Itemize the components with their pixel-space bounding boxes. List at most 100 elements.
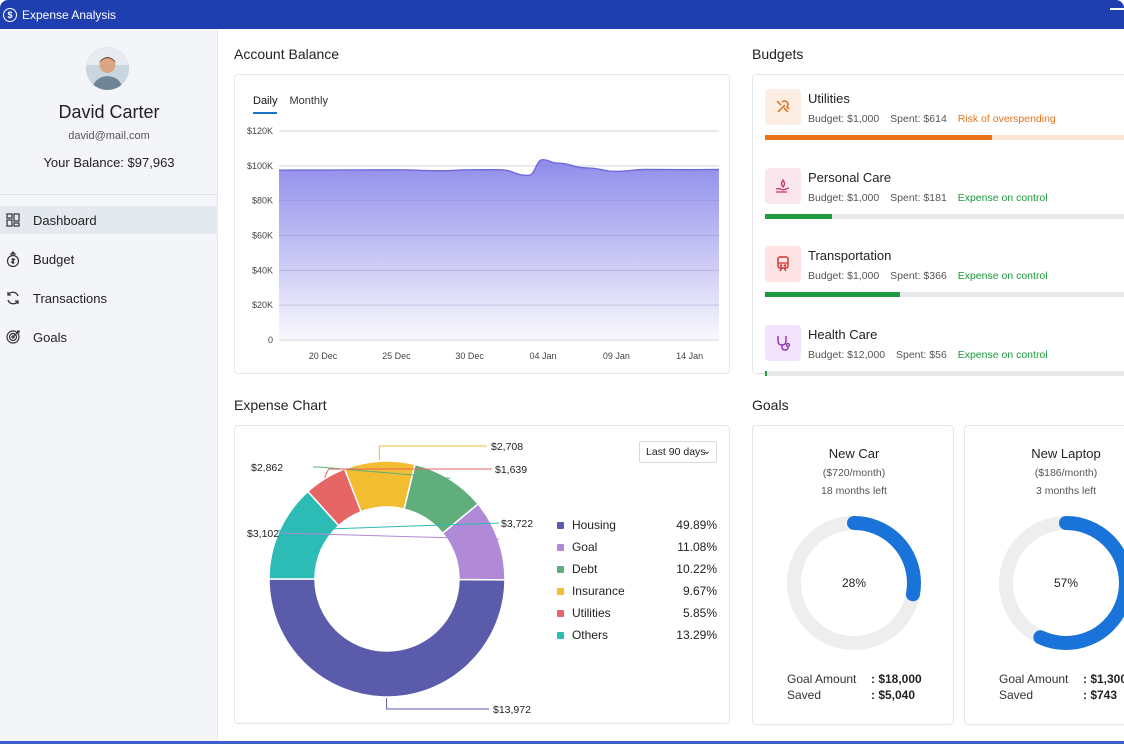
balance-tabs: Daily Monthly xyxy=(253,95,340,114)
sidebar-divider xyxy=(0,194,218,195)
slice-amount-label: $3,722 xyxy=(501,518,533,530)
goal-progress-ring xyxy=(787,516,921,650)
goal-rate: ($186/month) xyxy=(1034,467,1098,479)
minimize-button[interactable] xyxy=(1110,8,1124,10)
slice-amount-label: $3,102 xyxy=(247,528,279,540)
budget-item[interactable]: Transportation Budget: $1,000 Spent: $36… xyxy=(765,246,1124,316)
goal-percent: 57% xyxy=(1053,576,1079,590)
budget-amount: Budget: $1,000 xyxy=(808,113,880,125)
refresh-icon xyxy=(5,290,21,306)
goal-saved: : $743 xyxy=(1083,688,1118,702)
expense-legend: Housing 49.89% Goal 11.08% Debt 10.22% I… xyxy=(557,514,717,646)
account-balance-card: Daily Monthly 0 $20K $40K $60K $80K $100K $120… xyxy=(234,74,730,374)
legend-item[interactable]: Others 13.29% xyxy=(557,624,717,646)
tools-icon xyxy=(765,89,801,125)
budget-item[interactable]: Utilities Budget: $1,000 Spent: $614 Ris… xyxy=(765,89,1124,159)
sidebar-item-budget[interactable]: Budget xyxy=(0,245,217,273)
budget-name: Personal Care xyxy=(808,169,892,185)
budgets-card: Utilities Budget: $1,000 Spent: $614 Ris… xyxy=(752,74,1124,376)
legend-percent: 10.22% xyxy=(676,562,717,576)
leader-line xyxy=(378,445,487,461)
expense-chart-title: Expense Chart xyxy=(234,397,327,413)
title-bar: $ Expense Analysis xyxy=(0,0,1124,29)
x-tick-label: 30 Dec xyxy=(455,351,484,361)
range-dropdown[interactable]: Last 90 days ⌄ xyxy=(639,441,717,463)
user-email: david@mail.com xyxy=(68,130,150,142)
legend-item[interactable]: Utilities 5.85% xyxy=(557,602,717,624)
y-tick-label: $120K xyxy=(247,126,273,136)
sidebar-item-label: Dashboard xyxy=(33,212,97,228)
legend-item[interactable]: Goal 11.08% xyxy=(557,536,717,558)
goal-months-left: 18 months left xyxy=(821,485,887,497)
donut-slice[interactable] xyxy=(268,490,340,580)
legend-swatch xyxy=(557,631,564,639)
dashboard-icon xyxy=(5,212,21,228)
legend-swatch xyxy=(557,543,564,551)
legend-label: Housing xyxy=(571,518,616,532)
ring-progress xyxy=(787,516,921,650)
goal-card[interactable]: New Car ($720/month) 18 months left 28% … xyxy=(752,425,954,725)
legend-item[interactable]: Debt 10.22% xyxy=(557,558,717,580)
goal-amount-label: Goal Amount xyxy=(787,672,857,686)
sidebar-item-dashboard[interactable]: Dashboard xyxy=(0,206,217,234)
legend-item[interactable]: Insurance 9.67% xyxy=(557,580,717,602)
goal-amount: : $1,300 xyxy=(1083,672,1124,686)
tab-daily[interactable]: Daily xyxy=(253,95,278,114)
goal-amount: : $18,000 xyxy=(871,672,922,686)
leader-line xyxy=(278,522,500,532)
window-bottom-border xyxy=(0,741,1124,744)
tab-monthly[interactable]: Monthly xyxy=(289,95,328,107)
train-icon xyxy=(765,246,801,282)
goal-progress-ring xyxy=(999,516,1124,650)
goal-saved-label: Saved xyxy=(999,688,1034,702)
x-tick-label: 04 Jan xyxy=(529,351,556,361)
legend-label: Debt xyxy=(571,562,598,576)
budget-status: Expense on control xyxy=(957,270,1048,282)
legend-swatch xyxy=(557,587,564,595)
donut-slice[interactable] xyxy=(268,578,506,698)
budget-meta: Budget: $1,000 Spent: $614 Risk of overs… xyxy=(808,113,1064,125)
budget-name: Utilities xyxy=(808,91,850,106)
legend-label: Goal xyxy=(571,540,598,554)
legend-percent: 49.89% xyxy=(676,518,717,532)
y-tick-label: $40K xyxy=(252,265,273,275)
goal-name: New Laptop xyxy=(1031,446,1101,461)
legend-swatch xyxy=(557,565,564,573)
sidebar-item-goals[interactable]: Goals xyxy=(0,323,217,351)
legend-label: Insurance xyxy=(571,584,625,598)
chevron-down-icon: ⌄ xyxy=(702,446,711,457)
budget-spent: Spent: $366 xyxy=(890,270,947,282)
budget-spent: Spent: $614 xyxy=(890,113,947,125)
goal-saved: : $5,040 xyxy=(871,688,916,702)
app-title: Expense Analysis xyxy=(22,7,117,22)
balance-summary: Your Balance: $97,963 xyxy=(43,155,175,170)
dollar-icon: $ xyxy=(3,7,17,22)
goal-saved-label: Saved xyxy=(787,688,822,702)
budget-progress-bar xyxy=(765,135,1124,140)
range-dropdown-value: Last 90 days xyxy=(646,446,706,458)
slice-amount-label: $13,972 xyxy=(493,704,531,716)
budget-name: Transportation xyxy=(808,248,892,263)
goal-amount-label: Goal Amount xyxy=(999,672,1069,686)
legend-percent: 9.67% xyxy=(682,584,717,598)
budget-progress-bar xyxy=(765,292,1124,297)
sidebar-item-transactions[interactable]: Transactions xyxy=(0,284,217,312)
leader-line xyxy=(386,697,489,710)
slice-amount-label: $2,708 xyxy=(491,441,523,453)
budget-item[interactable]: Health Care Budget: $12,000 Spent: $56 E… xyxy=(765,324,1124,395)
legend-label: Others xyxy=(571,628,608,642)
x-tick-label: 14 Jan xyxy=(676,351,703,361)
budget-progress-bar xyxy=(765,213,1124,219)
budget-progress-fill xyxy=(765,292,901,297)
goal-months-left: 3 months left xyxy=(1035,485,1097,497)
expense-donut-chart: $13,972 $3,102 $2,862 $2,708 $1,639 $3,722 xyxy=(247,441,533,716)
goal-card[interactable]: New Laptop ($186/month) 3 months left 57… xyxy=(964,425,1124,725)
legend-percent: 5.85% xyxy=(682,606,717,620)
budget-amount: Budget: $1,000 xyxy=(808,191,880,204)
legend-percent: 11.08% xyxy=(677,540,717,554)
sidebar-item-label: Goals xyxy=(33,329,67,345)
budget-item[interactable]: Personal Care Budget: $1,000 Spent: $181… xyxy=(765,167,1124,238)
budget-progress-fill xyxy=(765,135,993,140)
legend-item[interactable]: Housing 49.89% xyxy=(557,514,717,536)
y-tick-label: $100K xyxy=(247,161,273,171)
